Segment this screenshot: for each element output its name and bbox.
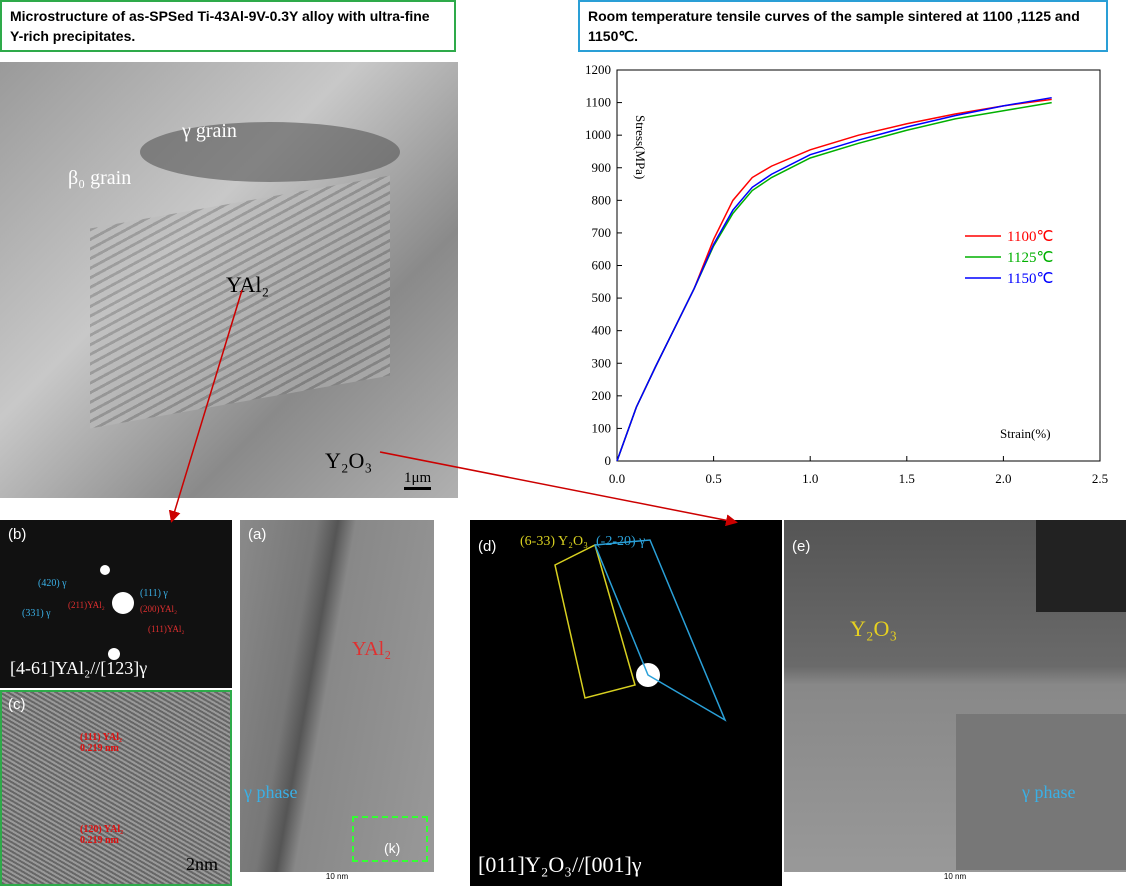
y-tick-label: 300 — [592, 355, 612, 370]
line-series — [616, 96, 1052, 462]
spot-label: (331) γ — [22, 608, 51, 619]
label: YAl₂ — [226, 272, 270, 297]
y-tick-label: 200 — [592, 388, 612, 403]
zoom-box: (k) — [352, 816, 428, 862]
x-axis-label: Strain(%) — [1000, 426, 1051, 441]
y-tick-label: 1000 — [585, 127, 611, 142]
label: Y₂O₃ — [325, 448, 373, 473]
y-tick-label: 500 — [592, 290, 612, 305]
label: β₀ grain — [68, 167, 132, 189]
y-tick-label: 900 — [592, 160, 612, 175]
spot-label: (-2-20) γ — [596, 534, 646, 549]
label: γ phase — [244, 782, 298, 802]
panel-label: (e) — [792, 538, 811, 555]
pattern — [554, 539, 727, 722]
x-tick-label: 0.5 — [705, 471, 721, 486]
scale-label: 2nm — [186, 854, 219, 874]
spot-label: (200)YAl₂ — [140, 604, 178, 614]
legend-label: 1150℃ — [1007, 271, 1053, 287]
scale-bar: 10 nm — [784, 872, 1126, 886]
arrow — [168, 289, 243, 523]
tem-a: (a) YAl₂ γ phase (k) 10 nm — [240, 520, 434, 886]
y-tick-label: 1200 — [585, 62, 611, 77]
plane-label: (111) YAl₂ 0.219 nm — [80, 732, 122, 754]
left-caption: Microstructure of as-SPSed Ti-43Al-9V-0.… — [0, 0, 456, 52]
x-tick-label: 1.5 — [899, 471, 915, 486]
diffraction-d: (d) (6-33) Y₂O₃ (-2-20) γ [011]Y₂O₃//[00… — [470, 520, 782, 886]
scale-bar: 10 nm — [240, 872, 434, 886]
y-tick-label: 0 — [605, 453, 612, 468]
x-tick-label: 1.0 — [802, 471, 818, 486]
line-series — [616, 98, 1052, 462]
zone-axis: [4-61]YAl₂//[123]γ — [10, 658, 148, 678]
panel-label: (b) — [8, 526, 27, 543]
panel-label: (c) — [8, 696, 26, 713]
scale-bar: 1μm — [404, 470, 432, 490]
y-tick-label: 700 — [592, 225, 612, 240]
spot-label: (6-33) Y₂O₃ — [520, 534, 588, 549]
hrtem-c: (c) (111) YAl₂ 0.219 nm (120) YAl₂ 0.219… — [0, 690, 232, 886]
y-axis-label: Stress(MPa) — [633, 115, 648, 179]
label: Y₂O₃ — [850, 616, 898, 641]
spot-label: (111)YAl₂ — [148, 624, 185, 634]
spot-label: (111) γ — [140, 588, 168, 599]
label: γ grain — [182, 120, 237, 142]
chart-title: Room temperature tensile curves of the s… — [578, 0, 1108, 52]
y-tick-label: 600 — [592, 258, 612, 273]
spot-label: (211)YAl₂ — [68, 600, 105, 610]
line-series — [616, 101, 1052, 462]
y-tick-label: 100 — [592, 420, 612, 435]
legend-label: 1100℃ — [1007, 229, 1053, 245]
label: γ phase — [1022, 782, 1076, 802]
y-tick-label: 1100 — [585, 95, 611, 110]
x-tick-label: 0.0 — [609, 471, 625, 486]
plane-label: (120) YAl₂ 0.219 nm — [80, 824, 124, 846]
label: YAl₂ — [352, 638, 392, 660]
y-tick-label: 800 — [592, 192, 612, 207]
diffraction-b: (b) (420) γ (331) γ (111) γ (211)YAl₂ (2… — [0, 520, 232, 688]
arrow — [379, 451, 738, 527]
panel-label: (d) — [478, 538, 497, 555]
zone-axis: [011]Y₂O₃//[001]γ — [478, 852, 642, 877]
y-tick-label: 400 — [592, 323, 612, 338]
x-tick-label: 2.0 — [995, 471, 1011, 486]
hrtem-e: (e) Y₂O₃ γ phase 10 nm — [784, 520, 1126, 886]
legend-label: 1125℃ — [1007, 250, 1053, 266]
x-tick-label: 2.5 — [1092, 471, 1108, 486]
panel-label: (a) — [248, 526, 267, 543]
sem-image: γ grain β₀ grain YAl₂ Y₂O₃ 1μm — [0, 62, 458, 498]
spot-label: (420) γ — [38, 578, 67, 589]
